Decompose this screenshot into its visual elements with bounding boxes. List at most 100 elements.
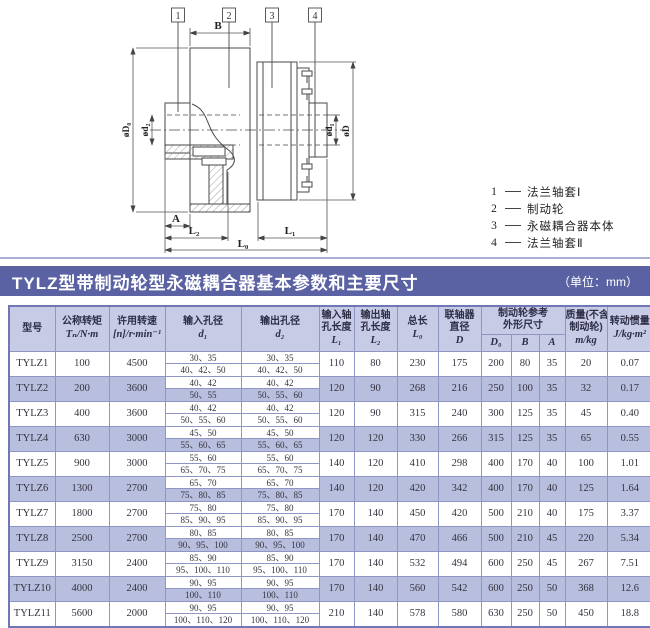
cell-b: 210 — [510, 500, 540, 527]
d2-small-bores: 90、95 — [242, 577, 318, 589]
d1-large-bores: 85、90、95 — [180, 514, 226, 525]
cell-l1: 170 — [318, 500, 355, 527]
cell-b: 100 — [510, 375, 540, 402]
cell-l0: 450 — [396, 500, 439, 527]
legend-dash — [505, 208, 521, 209]
table-row: TYLZ11 5600 2000 90、95 100、110、120 90、95… — [8, 600, 650, 627]
cell-speed: 2400 — [108, 550, 166, 577]
d2-large-bores: 85、90、95 — [257, 514, 303, 525]
d2-small-bores: 40、42 — [242, 402, 318, 414]
cell-d: 580 — [437, 600, 482, 627]
unit-label: （单位：mm） — [558, 274, 638, 289]
cell-l1: 120 — [318, 400, 355, 427]
legend-item: 3 永磁耦合器本体 — [487, 217, 615, 234]
d1-small-bores: 40、42 — [166, 402, 240, 414]
cell-speed: 2700 — [108, 475, 166, 502]
legend-label: 永磁耦合器本体 — [527, 220, 615, 233]
cell-b: 210 — [510, 525, 540, 552]
legend-label: 制动轮 — [527, 203, 565, 216]
cell-a: 35 — [538, 375, 566, 402]
parts-legend: 1 法兰轴套Ⅰ 2 制动轮 3 永磁耦合器本体 4 法兰轴套Ⅱ — [487, 183, 615, 251]
dim-l0: L₀ — [238, 238, 249, 250]
table-row: TYLZ9 3150 2400 85、90 95、100、110 85、90 9… — [8, 550, 650, 577]
legend-num: 2 — [491, 202, 497, 215]
dim-phi-d: øD — [342, 125, 352, 137]
callout-1: 1 — [176, 11, 181, 22]
cell-d0: 600 — [480, 575, 512, 602]
col-model: 型号 — [8, 305, 56, 352]
callout-4: 4 — [313, 11, 318, 22]
d1-small-bores: 55、60 — [166, 452, 240, 464]
d2-large-bores: 75、80、85 — [257, 489, 303, 500]
d1-small-bores: 30、35 — [166, 352, 240, 364]
d1-small-bores: 45、50 — [166, 427, 240, 439]
cell-speed: 3000 — [108, 450, 166, 477]
callout-3: 3 — [270, 11, 275, 22]
table-row: TYLZ3 400 3600 40、42 50、55、60 40、42 50、5… — [8, 400, 650, 427]
cell-l2: 140 — [353, 550, 398, 577]
cell-d1: 90、95 100、110 — [164, 575, 242, 602]
cell-torque: 630 — [54, 425, 110, 452]
cell-b: 125 — [510, 425, 540, 452]
cell-inertia: 1.01 — [606, 450, 650, 477]
cell-torque: 200 — [54, 375, 110, 402]
d1-large-bores: 55、60、65 — [180, 439, 226, 450]
dim-phi-d2: ød₂ — [141, 123, 151, 136]
table-row: TYLZ4 630 3000 45、50 55、60、65 45、50 55、6… — [8, 425, 650, 452]
cell-speed: 3000 — [108, 425, 166, 452]
cell-model: TYLZ8 — [8, 525, 56, 552]
cell-a: 50 — [538, 600, 566, 627]
cell-b: 125 — [510, 400, 540, 427]
d2-small-bores: 55、60 — [242, 452, 318, 464]
d2-large-bores: 90、95、100 — [255, 539, 305, 550]
table-row: TYLZ2 200 3600 40、42 50、55 40、42 50、55、6… — [8, 375, 650, 402]
cell-l2: 120 — [353, 425, 398, 452]
cell-a: 35 — [538, 425, 566, 452]
d2-small-bores: 75、80 — [242, 502, 318, 514]
cell-l0: 410 — [396, 450, 439, 477]
table-header: 型号 公称转矩 Tₙ/N·m 许用转速 [n]/r·min⁻¹ 输入孔径 d₁ 输出孔… — [8, 305, 650, 352]
d1-small-bores: 85、90 — [166, 552, 240, 564]
coupling-drawing: 1 2 3 4 — [122, 7, 356, 253]
d2-small-bores: 45、50 — [242, 427, 318, 439]
d1-large-bores: 40、42、50 — [180, 364, 226, 375]
d2-large-bores: 50、55、60 — [257, 389, 303, 400]
legend-num: 1 — [491, 185, 497, 198]
cell-d: 240 — [437, 400, 482, 427]
cell-d0: 200 — [480, 350, 512, 377]
col-mass: 质量(不含 制动轮) m/kg — [564, 305, 608, 352]
cell-inertia: 12.6 — [606, 575, 650, 602]
bolt-detail — [201, 157, 227, 166]
cell-d1: 80、85 90、95、100 — [164, 525, 242, 552]
d1-large-bores: 95、100、110 — [176, 564, 230, 575]
cell-d2: 85、90 95、100、110 — [240, 550, 320, 577]
cell-b: 170 — [510, 450, 540, 477]
cell-l1: 210 — [318, 600, 355, 627]
cell-inertia: 0.17 — [606, 375, 650, 402]
d1-small-bores: 80、85 — [166, 527, 240, 539]
legend-dash — [505, 191, 521, 192]
pedestal-hatch — [208, 164, 224, 205]
cell-speed: 3600 — [108, 400, 166, 427]
cell-inertia: 3.37 — [606, 500, 650, 527]
cell-speed: 2700 — [108, 525, 166, 552]
cell-l2: 120 — [353, 450, 398, 477]
dimension-labels: B øD₀ ød₂ ød₁ øD A L₂ L₁ L₀ — [122, 20, 352, 250]
callout-2: 2 — [227, 11, 232, 22]
cell-model: TYLZ4 — [8, 425, 56, 452]
flange-bolts — [301, 70, 313, 188]
d2-large-bores: 40、42、50 — [257, 364, 303, 375]
cell-torque: 2500 — [54, 525, 110, 552]
cell-mass: 267 — [564, 550, 608, 577]
table-row: TYLZ8 2500 2700 80、85 90、95、100 80、85 90… — [8, 525, 650, 552]
cell-l2: 120 — [353, 475, 398, 502]
table-row: TYLZ1 100 4500 30、35 40、42、50 30、35 40、4… — [8, 350, 650, 377]
cell-inertia: 7.51 — [606, 550, 650, 577]
cell-d0: 315 — [480, 425, 512, 452]
cell-b: 250 — [510, 600, 540, 627]
cell-d2: 40、42 50、55、60 — [240, 375, 320, 402]
d2-large-bores: 65、70、75 — [257, 464, 303, 475]
dim-b: B — [214, 20, 222, 32]
cell-d: 175 — [437, 350, 482, 377]
cell-mass: 20 — [564, 350, 608, 377]
